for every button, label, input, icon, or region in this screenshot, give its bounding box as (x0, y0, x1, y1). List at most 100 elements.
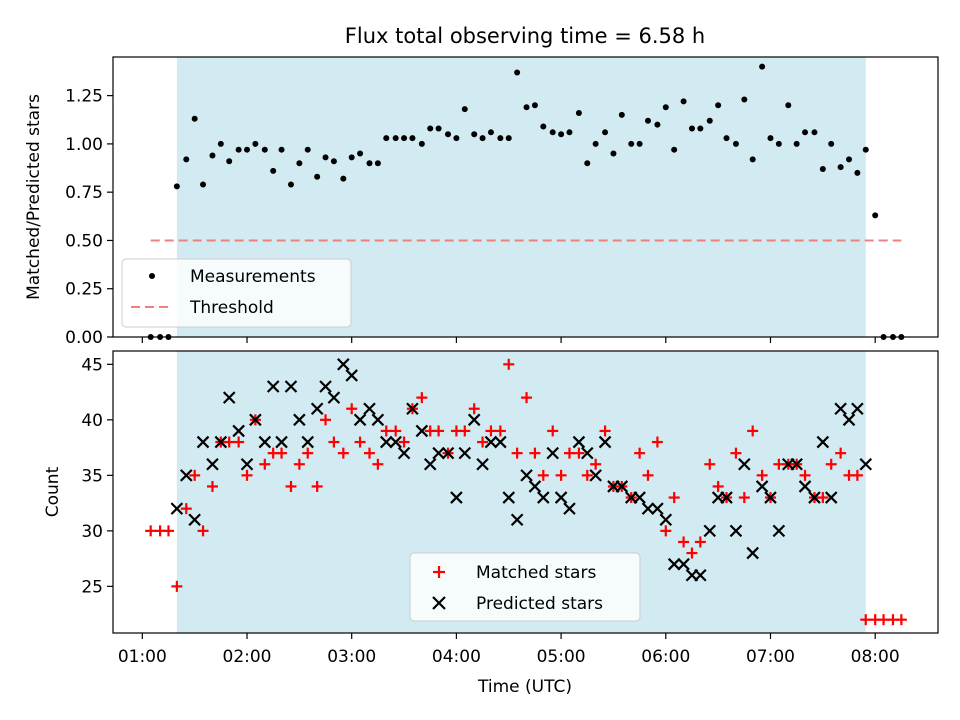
measurement-point (785, 102, 792, 109)
measurement-point (191, 115, 198, 122)
bottom-y-axis-label: Count (43, 466, 63, 517)
matched-star-point (285, 480, 297, 492)
predicted-star-point (258, 435, 272, 449)
measurement-point (802, 129, 809, 136)
measurement-point (252, 140, 259, 147)
predicted-star-point (659, 513, 673, 527)
predicted-star-point (196, 435, 210, 449)
matched-star-point (511, 447, 523, 459)
measurement-point (732, 140, 739, 147)
measurement-point (278, 146, 285, 153)
predicted-star-point (572, 435, 586, 449)
matched-star-point (738, 492, 750, 504)
measurement-point (523, 104, 530, 111)
legend-predicted-label: Predicted stars (476, 594, 603, 614)
measurement-point (584, 160, 591, 167)
matched-star-point (241, 469, 253, 481)
bottom-legend: Matched stars Predicted stars (409, 552, 641, 622)
predicted-star-point (301, 435, 315, 449)
predicted-star-point (510, 513, 524, 527)
bottom-y-tick-label: 30 (81, 522, 103, 542)
measurement-point (514, 69, 521, 76)
predicted-star-point (371, 413, 385, 427)
measurement-point (715, 102, 722, 109)
top-y-tick-label: 0.75 (65, 183, 103, 203)
matched-star-point (642, 469, 654, 481)
measurement-point (566, 129, 573, 136)
measurement-point (209, 152, 216, 159)
matched-star-point (573, 447, 585, 459)
predicted-star-point (554, 491, 568, 504)
measurement-point (610, 150, 617, 157)
measurement-point (749, 156, 756, 163)
predicted-star-point (363, 402, 376, 416)
top-y-tick-label: 0.25 (65, 280, 103, 300)
measurement-point (418, 140, 425, 147)
matched-star-point (197, 525, 209, 537)
predicted-star-point (423, 457, 437, 471)
measurement-point (654, 121, 661, 128)
matched-star-point (660, 525, 672, 537)
matched-star-point (485, 425, 497, 437)
predicted-star-point (851, 402, 864, 416)
measurement-point (549, 129, 556, 136)
bottom-y-tick-label: 35 (81, 466, 103, 486)
predicted-star-point (772, 524, 786, 538)
matched-star-point (634, 447, 646, 459)
predicted-star-point (232, 424, 245, 438)
top-y-tick-label: 1.25 (65, 87, 103, 107)
measurement-point (366, 160, 373, 167)
measurement-point (872, 212, 879, 219)
predicted-star-point (667, 557, 681, 571)
measurement-point (471, 131, 478, 138)
predicted-star-point (441, 446, 455, 460)
matched-star-point (835, 447, 847, 459)
predicted-star-point (327, 391, 341, 404)
matched-star-point (398, 436, 410, 448)
legend-predicted-marker (432, 596, 446, 610)
predicted-star-point (598, 435, 612, 449)
predicted-star-point (214, 435, 228, 449)
measurement-point (793, 140, 800, 147)
predicted-star-point (415, 424, 429, 438)
measurement-point (618, 111, 625, 118)
bottom-legend-box (409, 552, 641, 622)
matched-star-point (563, 447, 575, 459)
predicted-star-point (319, 380, 332, 393)
predicted-star-point (206, 457, 219, 471)
measurement-point (497, 135, 504, 142)
top-panel: 0.00 0.25 0.50 0.75 1.00 1.25 Matched/Predict… (24, 56, 939, 348)
chart-title: Flux total observing time = 6.58 h (345, 24, 705, 48)
matched-star-point (189, 469, 201, 481)
predicted-star-point (240, 457, 254, 471)
measurement-point (392, 135, 399, 142)
matched-star-point (851, 469, 863, 481)
matched-star-point (895, 614, 907, 626)
measurement-point (592, 140, 599, 147)
count-points (145, 358, 907, 626)
predicted-star-point (170, 502, 184, 515)
matched-star-point (547, 425, 559, 437)
predicted-star-point (467, 413, 481, 427)
x-tick-label: 04:00 (432, 647, 481, 667)
x-tick-label: 01:00 (118, 647, 167, 667)
predicted-star-point (816, 435, 830, 449)
predicted-star-point (677, 557, 690, 571)
matched-star-point (651, 436, 663, 448)
predicted-star-point (379, 435, 393, 449)
predicted-star-point (589, 469, 602, 482)
matched-star-point (468, 403, 480, 415)
x-tick-label: 06:00 (641, 647, 690, 667)
measurement-point (636, 140, 643, 147)
measurement-point (837, 164, 844, 171)
measurement-point (531, 102, 538, 109)
measurement-point (759, 63, 766, 70)
measurement-points (147, 63, 905, 340)
matched-star-point (390, 425, 402, 437)
measurement-point (461, 106, 468, 113)
measurement-point (401, 135, 408, 142)
matched-star-point (337, 447, 349, 459)
matched-star-point (686, 547, 698, 559)
measurement-point (487, 129, 494, 136)
matched-star-point (223, 436, 235, 448)
